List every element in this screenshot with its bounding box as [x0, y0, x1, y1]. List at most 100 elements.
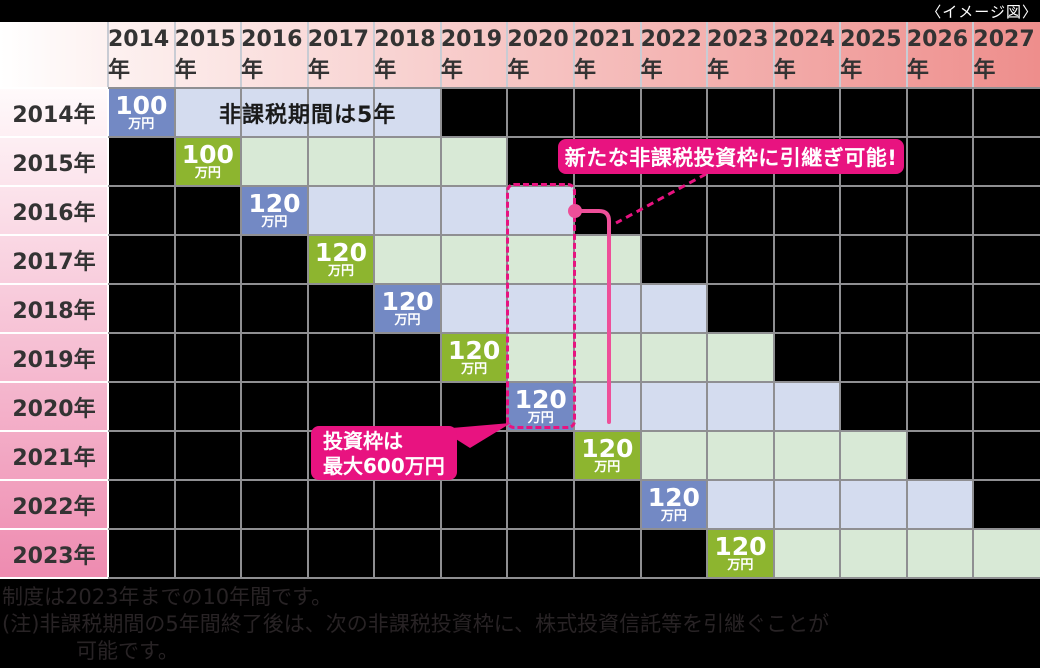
row-separator [0, 332, 108, 334]
taxfree-cell-2016年 [440, 186, 508, 235]
header-separator [306, 22, 309, 88]
col-header-2018年: 2018年 [374, 26, 436, 83]
col-header-2014年: 2014年 [108, 26, 170, 83]
amount-value: 120 [581, 433, 634, 463]
col-header-2025年: 2025年 [840, 26, 902, 83]
header-separator [439, 22, 442, 88]
taxfree-cell-2018年 [440, 284, 508, 333]
max-investment-line1: 投資枠は [323, 429, 403, 453]
header-separator [972, 22, 975, 88]
taxfree-cell-2014年 [241, 88, 308, 137]
contribution-cell-2022年: 120 万円 [640, 480, 708, 529]
header-separator [506, 22, 509, 88]
amount-unit: 万円 [594, 459, 621, 475]
taxfree-cell-2019年 [707, 333, 774, 382]
taxfree-cell-2022年 [707, 480, 774, 529]
contribution-cell-2018年: 120 万円 [374, 284, 441, 333]
row-separator [0, 430, 108, 432]
taxfree-period-label: 非課税期間は5年 [219, 102, 397, 128]
taxfree-cell-2022年 [906, 480, 974, 529]
taxfree-cell-2022年 [773, 480, 841, 529]
row-header-2020年: 2020年 [12, 396, 96, 422]
year-header-row [0, 22, 1040, 88]
taxfree-cell-2021年 [840, 431, 907, 480]
amount-unit: 万円 [128, 116, 155, 132]
taxfree-cell-2014年 [374, 88, 441, 137]
row-separator [0, 381, 108, 383]
amount-unit: 万円 [261, 214, 288, 230]
row-header-2023年: 2023年 [12, 543, 96, 569]
taxfree-cell-2017年 [440, 235, 508, 284]
col-header-2023年: 2023年 [707, 26, 769, 83]
header-separator [373, 22, 376, 88]
row-header-2021年: 2021年 [12, 445, 96, 471]
row-header-2014年: 2014年 [12, 102, 96, 128]
amount-value: 100 [115, 90, 168, 120]
grid-hline [108, 430, 1040, 432]
header-separator [639, 22, 642, 88]
col-header-2026年: 2026年 [906, 26, 969, 83]
contribution-cell-2017年: 120 万円 [307, 235, 375, 284]
amount-unit: 万円 [727, 557, 754, 573]
taxfree-cell-2021年 [640, 431, 708, 480]
header-separator [706, 22, 709, 88]
contribution-cell-2019年: 120 万円 [440, 333, 508, 382]
header-separator [107, 22, 109, 88]
grid-hline [108, 479, 1040, 481]
taxfree-cell-2019年 [640, 333, 708, 382]
amount-unit: 万円 [461, 361, 488, 377]
taxfree-cell-2021年 [707, 431, 774, 480]
grid-hline [108, 577, 1040, 579]
row-separator [0, 234, 108, 236]
contribution-cell-2015年: 100 万円 [174, 137, 242, 186]
taxfree-cell-2023年 [906, 529, 974, 578]
amount-unit: 万円 [660, 508, 687, 524]
col-header-2021年: 2021年 [574, 26, 636, 83]
row-header-2016年: 2016年 [12, 200, 96, 226]
header-separator [240, 22, 243, 88]
taxfree-cell-2020年 [707, 382, 774, 431]
row-separator [0, 577, 108, 579]
col-header-2022年: 2022年 [640, 26, 702, 83]
taxfree-cell-2015年 [374, 137, 441, 186]
image-caption: 〈イメージ図〉 [926, 3, 1038, 21]
amount-unit: 万円 [527, 410, 554, 426]
taxfree-cell-2020年 [640, 382, 708, 431]
taxfree-cell-2019年 [574, 333, 641, 382]
amount-value: 120 [314, 237, 368, 267]
row-header-2019年: 2019年 [12, 347, 96, 373]
taxfree-cell-2020年 [773, 382, 841, 431]
rollover-callout: 新たな非課税投資枠に引継ぎ可能! [558, 139, 904, 174]
taxfree-cell-2014年 [174, 88, 242, 137]
col-header-2020年: 2020年 [507, 26, 569, 83]
taxfree-cell-2017年 [374, 235, 441, 284]
max-investment-callout: 投資枠は 最大600万円 [311, 426, 457, 480]
row-header-2015年: 2015年 [12, 151, 96, 177]
amount-unit: 万円 [194, 165, 221, 181]
amount-value: 120 [714, 531, 767, 561]
grid-hline [108, 87, 1040, 89]
amount-value: 120 [248, 188, 301, 218]
max-investment-line2: 最大600万円 [323, 454, 445, 478]
header-separator [573, 22, 575, 88]
footnote-line1: 制度は2023年までの10年間です。 [2, 585, 333, 609]
contribution-cell-2020年: 120 万円 [507, 382, 574, 431]
amount-value: 120 [514, 384, 567, 414]
col-header-2017年: 2017年 [307, 26, 369, 83]
row-separator [0, 185, 108, 187]
row-separator [0, 87, 108, 89]
taxfree-cell-2023年 [840, 529, 907, 578]
row-header-2017年: 2017年 [12, 249, 96, 275]
header-separator [173, 22, 176, 88]
grid-hline [108, 528, 1040, 530]
amount-value: 100 [181, 139, 234, 169]
footnote-line2: (注)非課税期間の5年間終了後は、次の非課税投資枠に、株式投資信託等を引継ぐこと… [2, 612, 830, 636]
row-header-2022年: 2022年 [12, 494, 96, 520]
contribution-cell-2014年: 100 万円 [108, 88, 175, 137]
taxfree-cell-2014年 [307, 88, 375, 137]
taxfree-cell-2016年 [307, 186, 375, 235]
amount-value: 120 [448, 335, 501, 365]
amount-value: 120 [381, 286, 434, 316]
